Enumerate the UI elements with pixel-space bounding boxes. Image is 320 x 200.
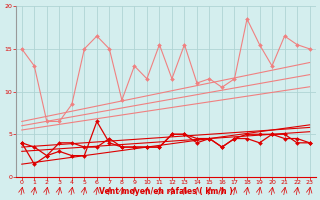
- X-axis label: Vent moyen/en rafales ( km/h ): Vent moyen/en rafales ( km/h ): [99, 187, 233, 196]
